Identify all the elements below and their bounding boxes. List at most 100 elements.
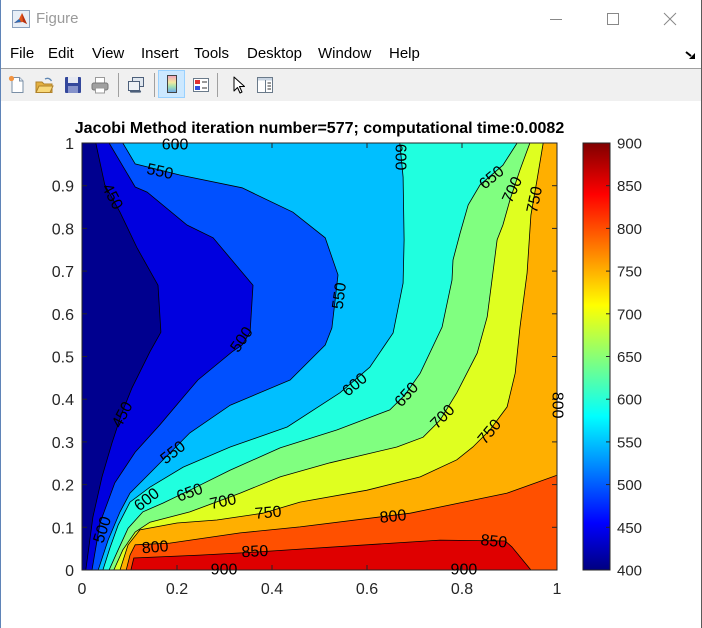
contour-label: 900 <box>211 562 238 579</box>
colorbar-gradient <box>582 142 611 571</box>
menu-file[interactable]: File <box>10 45 35 62</box>
colorbar-tick-label: 550 <box>617 434 642 451</box>
contour-label: 800 <box>379 507 407 527</box>
colorbar: 400 450 500 550 600 650 700 750 800 850 900 <box>582 136 642 580</box>
contour-label: 550 <box>145 161 175 183</box>
x-tick-label: 0.8 <box>451 581 473 598</box>
maximize-button[interactable] <box>590 4 636 34</box>
open-file-icon <box>35 77 54 93</box>
contour-line-700 <box>113 143 531 570</box>
y-tick-label: 0.9 <box>52 179 74 196</box>
close-icon <box>663 12 677 26</box>
save-icon <box>65 77 81 93</box>
contour-line-850 <box>130 539 532 570</box>
contour-line-600 <box>102 143 405 570</box>
y-tick-label: 0.1 <box>52 520 74 537</box>
y-tick-label: 0.6 <box>52 307 74 324</box>
contour-label: 700 <box>208 491 238 513</box>
toolbar-separator <box>217 73 218 97</box>
insert-legend-button[interactable] <box>190 74 212 96</box>
contour-lines <box>85 143 557 570</box>
menu-desktop[interactable]: Desktop <box>247 45 303 62</box>
property-inspector-button[interactable] <box>254 74 276 96</box>
new-figure-button[interactable] <box>6 74 28 96</box>
y-tick-label: 0.3 <box>52 435 74 452</box>
insert-legend-icon <box>193 78 209 92</box>
menu-edit[interactable]: Edit <box>48 45 74 62</box>
new-figure-icon <box>8 75 24 93</box>
contour-label: 800 <box>549 392 566 419</box>
contour-label: 750 <box>524 185 546 215</box>
y-tick-label: 0.5 <box>52 350 74 367</box>
y-tick-label: 0 <box>65 563 74 580</box>
open-file-button[interactable] <box>33 74 55 96</box>
colorbar-tick-label: 700 <box>617 306 642 323</box>
figure-toolbar <box>1 68 701 102</box>
contour-line-750 <box>119 143 544 570</box>
colorbar-tick-label: 400 <box>617 563 642 580</box>
colorbar-tick-label: 900 <box>617 136 642 153</box>
x-tick-label: 0.6 <box>356 581 378 598</box>
x-tick-label: 0 <box>78 581 87 598</box>
y-tick-label: 0.7 <box>52 264 74 281</box>
colorbar-tick-label: 750 <box>617 264 642 281</box>
minimize-icon <box>550 19 562 20</box>
toolbar-separator <box>154 73 155 97</box>
minimize-button[interactable] <box>533 4 579 34</box>
property-inspector-icon <box>257 77 273 93</box>
print-button[interactable] <box>89 74 111 96</box>
x-tick-label: 0.4 <box>261 581 283 598</box>
y-tick-label: 0.2 <box>52 478 74 495</box>
insert-colorbar-button[interactable] <box>158 70 185 98</box>
colorbar-tick-label: 650 <box>617 349 642 366</box>
close-button[interactable] <box>647 4 693 34</box>
contour-line-500 <box>91 143 254 570</box>
contour-band-700 <box>113 143 557 570</box>
menu-tools[interactable]: Tools <box>194 45 230 62</box>
y-tick-label: 1 <box>65 136 74 153</box>
x-tick-label: 1 <box>553 581 562 598</box>
print-icon <box>91 77 109 94</box>
menu-bar: File Edit View Insert Tools Desktop Wind… <box>1 38 701 68</box>
contour-label: 750 <box>254 504 282 523</box>
axes-ticks: 0 0.2 0.4 0.6 0.8 1 0 0.1 0.2 0.3 0.4 0.5 0.6 0.7 0.8 0… <box>52 136 562 598</box>
dock-arrow-icon[interactable] <box>685 48 697 59</box>
contour-label: 800 <box>141 538 169 557</box>
contour-line-650 <box>108 143 518 570</box>
maximize-icon <box>607 13 619 25</box>
contour-line-800 <box>125 474 557 570</box>
link-plot-icon <box>128 77 144 93</box>
window-border-left <box>0 0 1 628</box>
y-tick-label: 0.4 <box>52 392 74 409</box>
save-button[interactable] <box>62 74 84 96</box>
matlab-logo-icon <box>12 10 30 28</box>
title-bar[interactable]: Figure <box>1 0 701 38</box>
edit-plot-pointer-icon <box>233 76 245 94</box>
chart-title: Jacobi Method iteration number=577; comp… <box>75 120 565 137</box>
colorbar-tick-label: 600 <box>617 392 642 409</box>
menu-help[interactable]: Help <box>389 45 420 62</box>
contour-label: 850 <box>480 532 508 552</box>
edit-plot-button[interactable] <box>227 74 249 96</box>
colorbar-tick-label: 450 <box>617 520 642 537</box>
toolbar-separator <box>118 73 119 97</box>
contour-label: 550 <box>330 281 351 310</box>
menu-insert[interactable]: Insert <box>141 45 179 62</box>
contour-band-850 <box>130 540 531 570</box>
contour-label: 600 <box>391 144 408 171</box>
colorbar-tick-label: 500 <box>617 477 642 494</box>
contour-label: 900 <box>451 562 478 579</box>
window-title: Figure <box>36 10 79 27</box>
link-plot-button[interactable] <box>125 74 147 96</box>
contour-line-550 <box>97 143 339 570</box>
menu-window[interactable]: Window <box>318 45 372 62</box>
x-tick-label: 0.2 <box>166 581 188 598</box>
contour-label: 600 <box>162 137 189 154</box>
contour-line-450 <box>85 143 162 570</box>
y-tick-label: 0.8 <box>52 221 74 238</box>
menu-view[interactable]: View <box>92 45 125 62</box>
colorbar-tick-label: 850 <box>617 178 642 195</box>
